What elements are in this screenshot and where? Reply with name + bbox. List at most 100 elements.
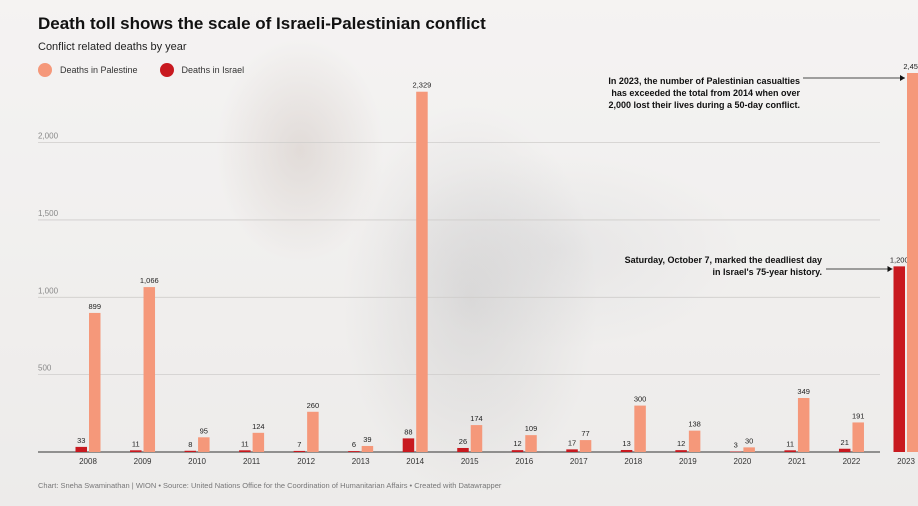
value-label-palestine: 174: [470, 414, 483, 423]
x-tick-label: 2013: [352, 457, 370, 466]
value-label-israel: 12: [513, 439, 521, 448]
value-label-israel: 12: [677, 439, 685, 448]
bar-israel: [184, 450, 197, 452]
value-label-israel: 1,200: [890, 255, 909, 264]
value-label-palestine: 2,450: [903, 62, 918, 71]
value-label-israel: 33: [77, 436, 85, 445]
chart-subtitle: Conflict related deaths by year: [38, 41, 187, 53]
x-tick-label: 2015: [461, 457, 479, 466]
value-label-israel: 13: [622, 439, 630, 448]
value-label-palestine: 39: [363, 435, 371, 444]
bar-palestine: [307, 411, 319, 452]
value-label-palestine: 77: [581, 429, 589, 438]
x-tick-label: 2016: [515, 457, 533, 466]
value-label-palestine: 30: [745, 436, 753, 445]
legend-label-palestine: Deaths in Palestine: [60, 65, 138, 75]
annotation-israel-2023: in Israel's 75-year history.: [712, 267, 822, 277]
x-tick-label: 2021: [788, 457, 806, 466]
chart-title: Death toll shows the scale of Israeli-Pa…: [38, 14, 486, 33]
bar-israel: [348, 451, 360, 452]
x-tick-label: 2017: [570, 457, 588, 466]
x-tick-label: 2019: [679, 457, 697, 466]
bar-israel: [511, 450, 524, 452]
bar-israel: [239, 450, 251, 452]
value-label-israel: 6: [352, 440, 356, 449]
value-label-israel: 3: [734, 441, 738, 450]
bar-israel: [130, 450, 142, 452]
bar-palestine: [743, 447, 755, 452]
value-label-israel: 17: [568, 438, 576, 447]
bar-palestine: [852, 422, 864, 452]
x-tick-label: 2023: [897, 457, 915, 466]
bar-israel: [784, 450, 796, 452]
value-label-palestine: 1,066: [140, 276, 159, 285]
bar-palestine: [252, 432, 265, 452]
legend-label-israel: Deaths in Israel: [181, 65, 245, 75]
value-label-israel: 88: [404, 427, 412, 436]
value-label-palestine: 899: [88, 302, 101, 311]
x-tick-label: 2012: [297, 457, 315, 466]
value-label-palestine: 95: [200, 426, 208, 435]
bar-palestine: [579, 440, 592, 452]
arrow-head-icon: [900, 75, 905, 81]
value-label-palestine: 300: [634, 395, 647, 404]
annotation-palestine-2023: In 2023, the number of Palestinian casua…: [608, 76, 800, 86]
bar-israel: [75, 446, 87, 452]
x-tick-label: 2011: [243, 457, 261, 466]
bar-palestine: [688, 430, 701, 452]
x-tick-label: 2008: [79, 457, 97, 466]
value-label-israel: 7: [297, 440, 301, 449]
bar-israel: [402, 438, 415, 452]
value-label-palestine: 191: [852, 411, 865, 420]
value-label-palestine: 2,329: [413, 81, 432, 90]
value-label-israel: 21: [841, 438, 849, 447]
value-label-israel: 11: [132, 439, 140, 448]
x-tick-label: 2009: [134, 457, 152, 466]
legend-item-palestine: Deaths in Palestine: [38, 63, 138, 77]
y-tick-label: 1,500: [38, 209, 59, 218]
bar-palestine: [525, 435, 537, 452]
bar-israel: [620, 449, 633, 452]
x-tick-label: 2010: [188, 457, 206, 466]
arrow-head-icon: [887, 266, 893, 272]
bar-israel: [675, 450, 687, 452]
legend: Deaths in Palestine Deaths in Israel: [38, 63, 266, 77]
value-label-israel: 26: [459, 437, 467, 446]
bar-israel: [893, 266, 905, 452]
bar-palestine: [907, 73, 918, 452]
y-tick-label: 1,000: [38, 286, 59, 295]
bar-palestine: [143, 287, 156, 452]
annotation-palestine-2023: has exceeded the total from 2014 when ov…: [611, 88, 800, 98]
bar-israel: [293, 450, 306, 452]
value-label-palestine: 124: [252, 422, 265, 431]
value-label-palestine: 138: [688, 420, 701, 429]
value-label-palestine: 260: [307, 401, 320, 410]
bar-palestine: [470, 425, 483, 452]
bar-israel: [457, 447, 469, 452]
y-tick-label: 2,000: [38, 132, 59, 141]
annotation-palestine-2023: 2,000 lost their lives during a 50-day c…: [608, 100, 800, 110]
bar-palestine: [416, 91, 428, 452]
bar-israel: [566, 449, 578, 452]
x-tick-label: 2020: [734, 457, 752, 466]
value-label-israel: 8: [188, 440, 192, 449]
chart-footer: Chart: Sneha Swaminathan | WION • Source…: [38, 481, 502, 490]
value-label-palestine: 349: [797, 387, 810, 396]
value-label-palestine: 109: [525, 424, 538, 433]
annotation-israel-2023: Saturday, October 7, marked the deadlies…: [625, 255, 822, 265]
y-tick-label: 500: [38, 364, 52, 373]
bar-palestine: [89, 312, 101, 452]
bar-palestine: [634, 405, 646, 452]
value-label-israel: 11: [241, 439, 249, 448]
legend-swatch-palestine: [38, 63, 52, 77]
legend-item-israel: Deaths in Israel: [159, 63, 245, 77]
x-tick-label: 2018: [624, 457, 642, 466]
x-tick-label: 2022: [843, 457, 861, 466]
legend-swatch-israel: [159, 63, 174, 77]
bar-israel: [838, 448, 851, 452]
x-tick-label: 2014: [406, 457, 424, 466]
bar-palestine: [797, 398, 810, 452]
bar-palestine: [198, 437, 210, 452]
value-label-israel: 11: [786, 439, 794, 448]
